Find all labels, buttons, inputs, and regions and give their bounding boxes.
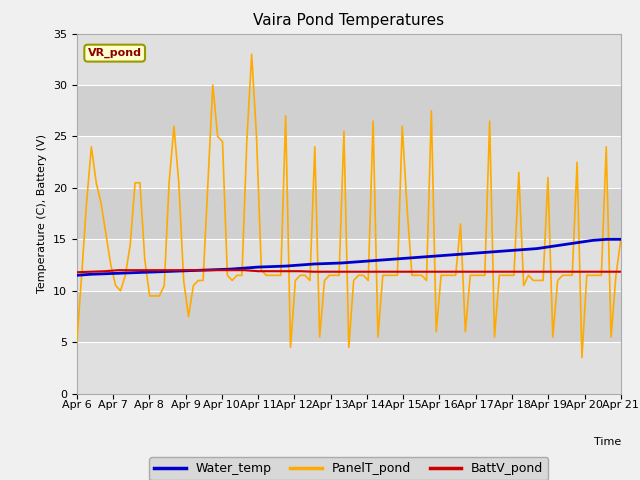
- Text: VR_pond: VR_pond: [88, 48, 141, 58]
- Bar: [77, 188, 621, 240]
- Title: Vaira Pond Temperatures: Vaira Pond Temperatures: [253, 13, 444, 28]
- Bar: [77, 342, 621, 394]
- Bar: [77, 291, 621, 342]
- Bar: [77, 240, 621, 291]
- Bar: [77, 85, 621, 136]
- Bar: [77, 34, 621, 85]
- Legend: Water_temp, PanelT_pond, BattV_pond: Water_temp, PanelT_pond, BattV_pond: [149, 457, 548, 480]
- Bar: [77, 136, 621, 188]
- Text: Time: Time: [593, 437, 621, 447]
- Y-axis label: Temperature (C), Battery (V): Temperature (C), Battery (V): [37, 134, 47, 293]
